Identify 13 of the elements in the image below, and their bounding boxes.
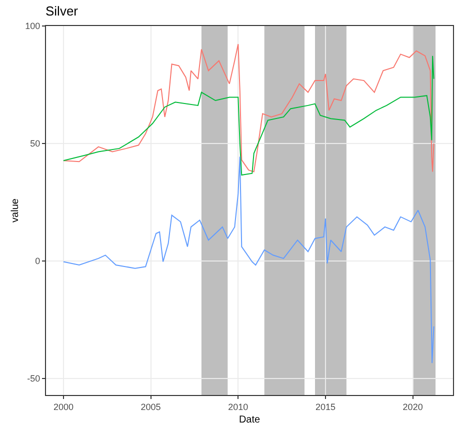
line-series [62, 156, 434, 364]
x-tick-label: 2020 [402, 402, 423, 412]
x-tick-label: 2015 [315, 402, 336, 412]
x-tick-label: 2000 [53, 402, 74, 412]
x-tick-label: 2005 [140, 402, 161, 412]
y-tick-label: 0 [35, 256, 40, 266]
y-tick-label: -50 [27, 374, 40, 384]
y-axis-title: value [10, 198, 22, 222]
chart-title: Silver [46, 4, 79, 19]
x-tick-label: 2010 [228, 402, 248, 412]
y-tick-label: 100 [25, 21, 40, 32]
y-tick-label: 50 [30, 138, 40, 149]
x-axis-title: Date [238, 414, 260, 426]
